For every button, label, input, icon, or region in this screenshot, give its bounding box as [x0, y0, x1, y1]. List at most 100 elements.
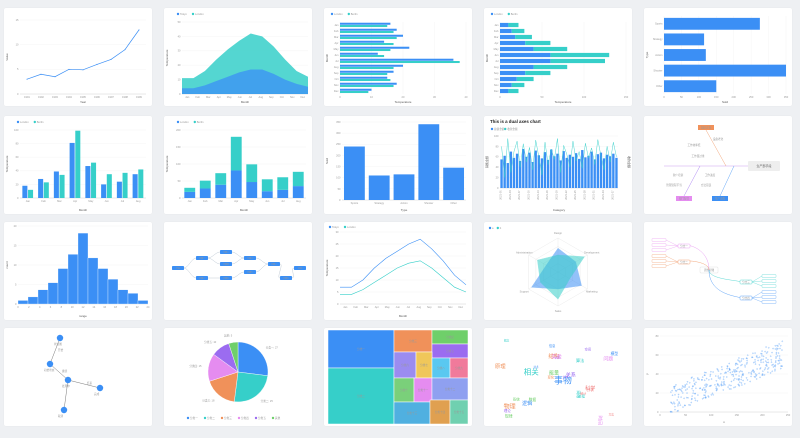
treemap-label: 分类八 — [437, 366, 445, 370]
scatter-point — [715, 386, 717, 388]
scatter-point — [676, 410, 679, 412]
bar — [500, 52, 551, 58]
x-tick-label: 100 — [709, 413, 714, 417]
card-flow-diagram[interactable]: 开始 步骤一 步骤二 步骤三 步骤四 步骤五 步骤六 步骤七 步骤八 步骤九 结束 — [164, 222, 312, 320]
card-stacked-bar-chart[interactable]: 0 50 100 150 200 Month Temperature Jan Feb Mar Apr… — [164, 116, 312, 214]
scatter-point — [720, 373, 722, 375]
scatter-point — [709, 375, 711, 377]
legend-marker — [504, 127, 507, 131]
scatter-point — [686, 392, 688, 394]
bar — [562, 151, 565, 188]
word: 信息 — [549, 343, 555, 348]
y-tick-label: Jun — [494, 53, 499, 57]
legend-marker — [271, 416, 275, 420]
y-tick-label: 25 — [336, 242, 339, 246]
bar — [91, 162, 97, 198]
scatter-point — [754, 363, 757, 365]
card-stacked-hbar-chart[interactable]: 0 50 100 150 Temperature Month London Berlin Jan… — [484, 8, 632, 106]
card-hbar-chart[interactable]: 0 50 100 150 200 250 300 350 Sold Type Sports Strat… — [644, 8, 792, 106]
scatter-point — [704, 391, 707, 394]
word: 方法 — [609, 413, 615, 417]
x-tick-label: 0 — [17, 305, 19, 309]
bar — [27, 296, 39, 305]
scatter-point — [750, 375, 752, 378]
card-network-graph[interactable]: 开始 继续 结束 状态图 初始状态 处理中 完成 取消 — [4, 328, 152, 426]
leaf-edge — [665, 261, 679, 267]
x-tick-label: Jan — [26, 199, 31, 203]
bar — [277, 189, 289, 198]
card-mindmap-diagram[interactable]: 思维导图 分支一 分支二 分支三 分支四 — [644, 222, 792, 320]
scatter-point — [764, 367, 767, 369]
bar — [85, 166, 91, 198]
card-histogram[interactable]: 0 5 10 15 20 range count 0 2 4 6 8 10 12 14 16 18 20 22 24 — [4, 222, 152, 320]
scatter-point — [705, 371, 707, 374]
scatter-point — [701, 388, 704, 391]
scatter-point — [673, 386, 675, 388]
scatter-point — [697, 377, 699, 379]
scatter-point — [703, 389, 706, 391]
scatter-point — [701, 379, 703, 381]
scatter-point — [717, 375, 719, 377]
word: 概念 — [504, 339, 510, 343]
scatter-point — [717, 370, 720, 372]
card-scatter-chart[interactable]: 0 20 40 60 80 x y 0 50 100 150 200 250 — [644, 328, 792, 426]
bar — [340, 22, 391, 25]
card-grouped-bar-chart[interactable]: 0 20 40 60 80 100 Month Temperature Jan Feb Mar Apr… — [4, 116, 152, 214]
card-grouped-hbar-chart[interactable]: 0 10 20 30 40 Temperature Month London Berlin Jan… — [324, 8, 472, 106]
card-treemap-chart[interactable]: 分类一 分类二 分类三 分类四 分类五 分类六 分类七 分类八 分类九 分类十 分类十一 分类十二 分类… — [324, 328, 472, 426]
bar — [57, 268, 69, 305]
scatter-point — [753, 370, 755, 373]
scatter-point — [763, 368, 766, 371]
x-tick-label: Apr — [234, 199, 238, 203]
word: 分析 — [587, 387, 595, 392]
card-bar-chart[interactable]: 0 50 100 150 200 250 300 350 Type Sold Sports Strat… — [324, 116, 472, 214]
card-line-chart[interactable]: 0 5 10 15 Year Value 1991 1992 1993 1994 1995 1996 1… — [4, 8, 152, 106]
bar — [612, 153, 615, 188]
legend-label: 分类一 — [190, 416, 198, 420]
bar — [340, 58, 454, 61]
scatter-point — [695, 381, 697, 384]
bar — [340, 43, 394, 46]
x-tick-label: 2021-07 — [517, 190, 521, 200]
x-tick-label: 2021-13 — [536, 190, 540, 200]
bar — [500, 64, 534, 70]
treemap-label: 分类十二 — [445, 387, 456, 391]
card-pie-chart[interactable]: 分类一: 27 分类二: 25 分类三: 18 分类四: 15 分类五: 10 其他: 5… — [164, 328, 312, 426]
x-tick-label: Action — [400, 201, 408, 205]
scatter-point — [762, 374, 764, 376]
scatter-point — [673, 387, 676, 390]
scatter-point — [678, 402, 681, 404]
legend-label: b — [500, 226, 502, 230]
card-fishbone-diagram[interactable]: 生产部手段 加班过多 部门配合 生产流程 工作效率低 工作量过重 缺少培训 管理流程不当 工作进… — [644, 116, 792, 214]
edge — [255, 257, 269, 265]
x-tick-label: 150 — [714, 95, 719, 99]
card-area-chart[interactable]: 0 10 20 30 40 50 Month Temperature Jan Feb Mar Apr M… — [164, 8, 312, 106]
x-tick-label: Strategy — [374, 201, 384, 205]
legend-marker — [490, 12, 494, 16]
leaf-node — [651, 264, 667, 268]
scatter-point — [694, 383, 696, 386]
scatter-point — [738, 378, 740, 380]
bar — [340, 28, 397, 31]
scatter-point — [732, 379, 735, 381]
scatter-point — [751, 356, 753, 359]
leaf-edge — [665, 245, 679, 251]
card-radar-chart[interactable]: a b Design Development Marketing Sales Support… — [484, 222, 632, 320]
y-tick-label: May — [334, 47, 340, 51]
x-axis-title: Month — [240, 208, 249, 212]
scatter-point — [730, 384, 732, 387]
branch-edge — [708, 269, 741, 299]
flow-node — [196, 256, 208, 260]
bar-chart: 0 50 100 150 200 250 300 350 Type Sold Sports Strat… — [325, 120, 466, 212]
card-dual-axes-chart[interactable]: This is a dual axes chart 总额金额 收款金额 0 20 40 60… — [484, 116, 632, 214]
bar — [340, 52, 378, 55]
card-word-cloud[interactable]: 事物 相关 物理 数据 因果 力学 方法 模型 算法 结构 系统 理论 实验 分析 信息 网络 变化 能量 空间 时间… — [484, 328, 632, 426]
scatter-point — [776, 347, 778, 350]
x-tick-label: Nov — [448, 305, 453, 309]
scatter-point — [777, 359, 780, 362]
card-multi-line-chart[interactable]: 0 5 10 15 20 25 30 Month Temperature Jan Feb Mar Apr… — [324, 222, 472, 320]
scatter-point — [684, 389, 687, 391]
bar — [137, 300, 149, 305]
scatter-point — [691, 395, 693, 397]
